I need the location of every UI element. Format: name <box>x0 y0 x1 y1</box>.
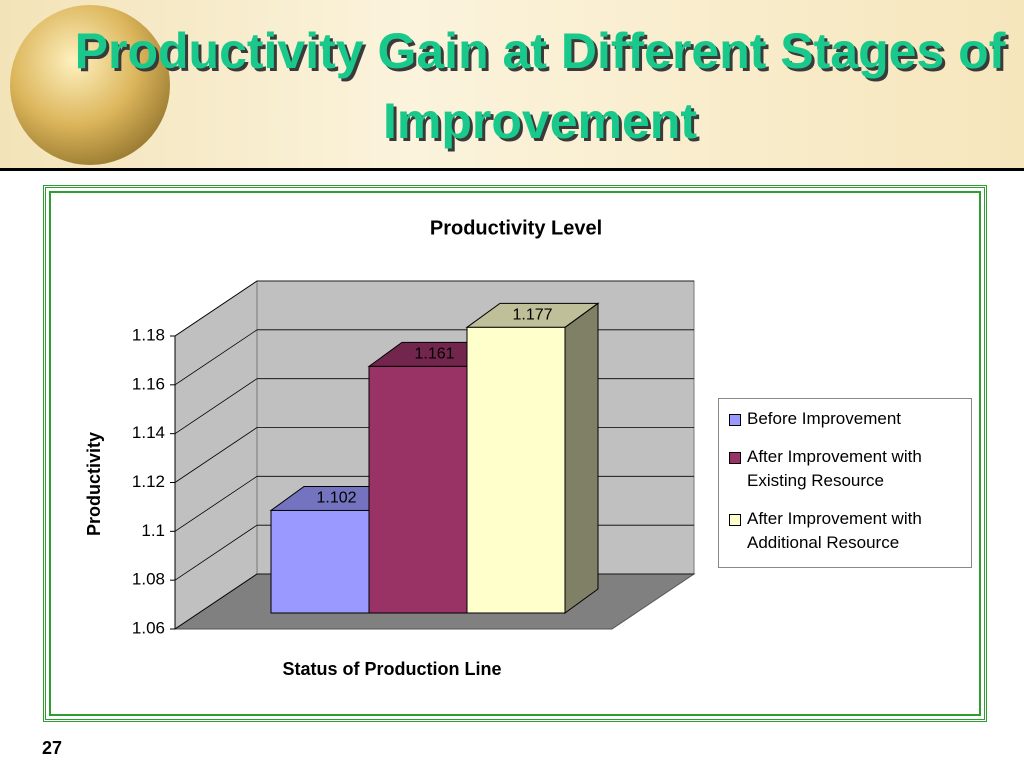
data-label: 1.102 <box>316 490 356 507</box>
y-tick-label: 1.08 <box>132 570 165 589</box>
legend-swatch <box>729 414 741 426</box>
legend: Before Improvement After Improvement with… <box>718 398 972 568</box>
legend-entry: Before Improvement <box>727 407 963 431</box>
y-tick-label: 1.18 <box>132 325 165 344</box>
legend-label: After Improvement with Additional Resour… <box>747 509 922 552</box>
y-axis-label: Productivity <box>84 432 104 536</box>
grid-line <box>174 378 258 434</box>
grid-line <box>174 329 258 386</box>
legend-entry: After Improvement with Additional Resour… <box>727 507 963 555</box>
grid-line <box>174 280 258 337</box>
y-tick-label: 1.16 <box>132 374 165 393</box>
bar <box>466 326 566 614</box>
legend-label: Before Improvement <box>747 409 902 428</box>
bar <box>270 509 370 614</box>
data-label: 1.161 <box>414 346 454 363</box>
legend-swatch <box>729 514 741 526</box>
bar <box>368 365 468 614</box>
grid-line <box>174 524 258 581</box>
slide-title: Productivity Gain at Different Stages of… <box>74 23 1006 149</box>
bar-side <box>564 302 599 614</box>
grid-line <box>174 573 258 630</box>
slide-number: 27 <box>42 738 63 758</box>
x-axis-label: Status of Production Line <box>283 659 502 679</box>
globe-image <box>10 5 170 165</box>
y-tick-label: 1.1 <box>141 521 165 540</box>
chart-frame <box>43 185 987 722</box>
legend-label: After Improvement with Existing Resource <box>747 447 922 490</box>
y-tick-label: 1.06 <box>132 618 165 637</box>
grid-line <box>174 427 258 483</box>
grid-line <box>174 476 258 532</box>
y-tick-label: 1.14 <box>132 423 165 442</box>
legend-entry: After Improvement with Existing Resource <box>727 445 963 493</box>
header: Productivity Gain at Different Stages of… <box>0 0 1024 171</box>
chart-title: Productivity Level <box>430 217 602 239</box>
legend-swatch <box>729 452 741 464</box>
y-tick-label: 1.12 <box>132 472 165 491</box>
data-label: 1.177 <box>512 307 552 324</box>
